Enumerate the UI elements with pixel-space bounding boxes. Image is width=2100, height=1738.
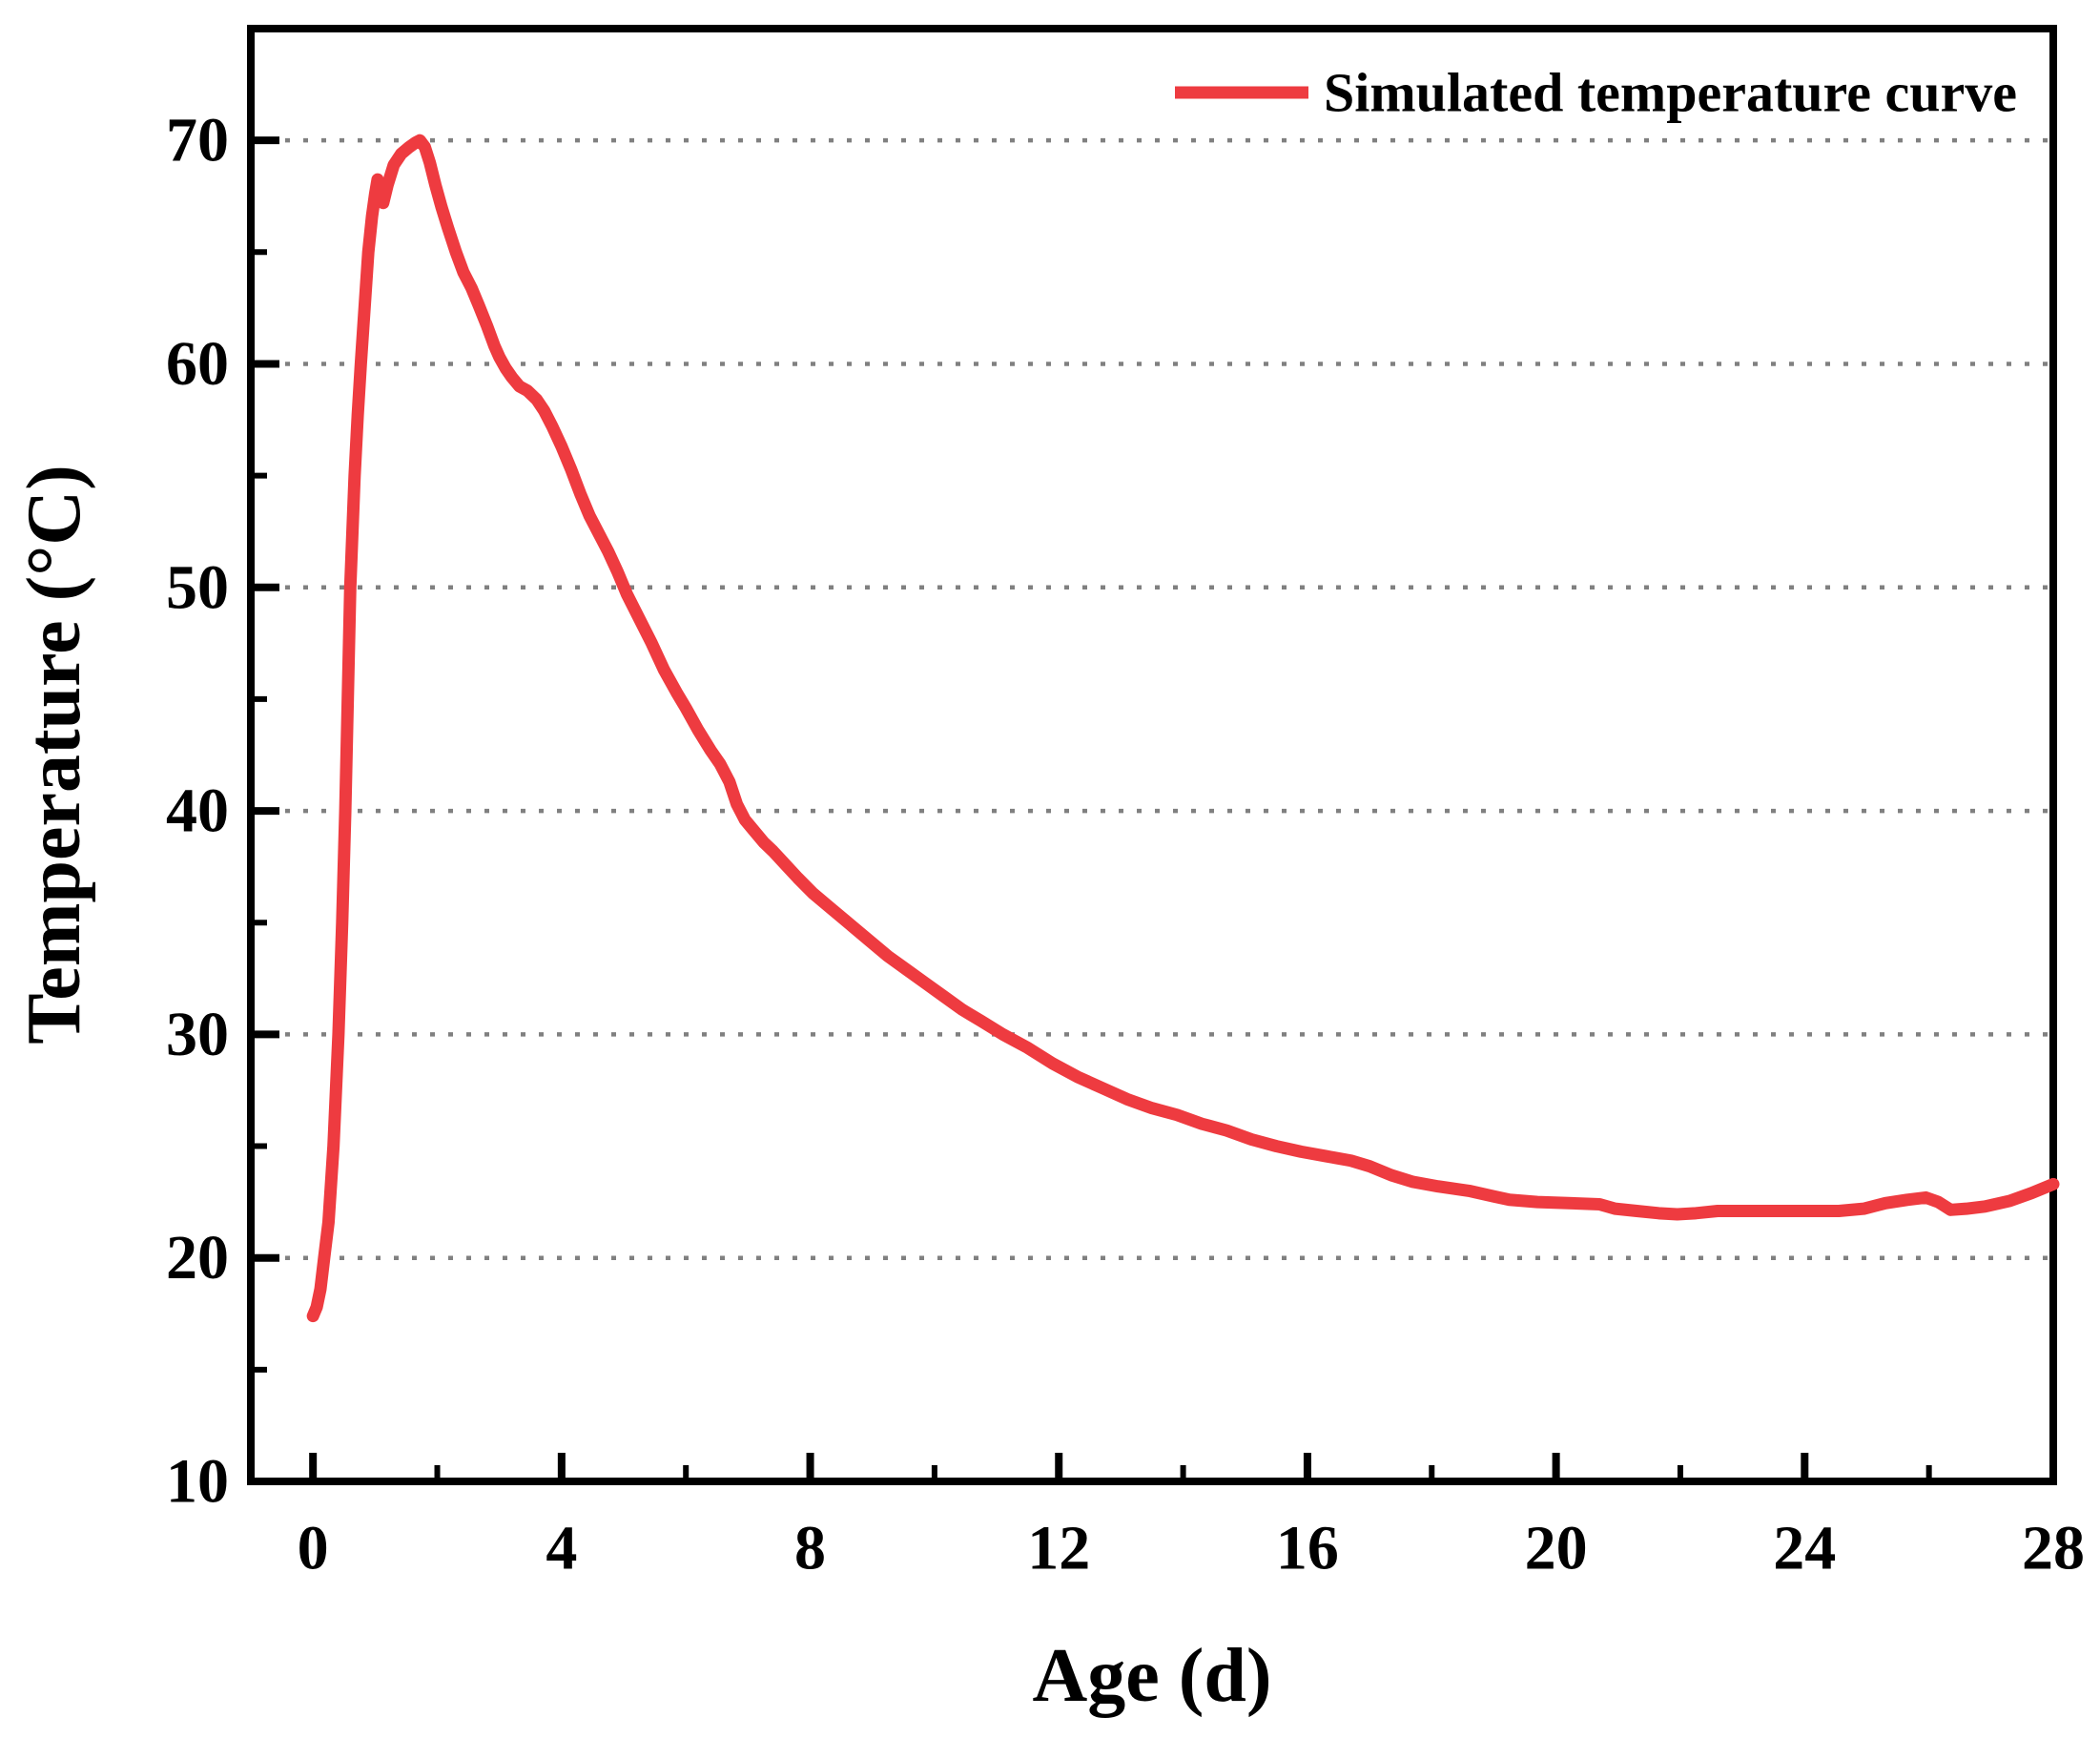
y-tick-label: 20 xyxy=(166,1223,229,1293)
y-tick-label: 60 xyxy=(166,329,229,399)
y-tick-label: 70 xyxy=(166,106,229,176)
x-tick-label: 12 xyxy=(1027,1514,1090,1583)
y-tick-label: 50 xyxy=(166,552,229,622)
y-tick-label: 40 xyxy=(166,776,229,846)
temperature-curve xyxy=(306,134,2060,1323)
tick-labels: 0 4 8 12 16 20 24 28 10 20 30 40 50 60 70 xyxy=(166,106,2085,1583)
x-tick-label: 16 xyxy=(1276,1514,1339,1583)
legend-label: Simulated temperature curve xyxy=(1324,62,2017,124)
x-tick-label: 28 xyxy=(2022,1514,2085,1583)
y-tick-label: 10 xyxy=(166,1447,229,1517)
x-tick-label: 20 xyxy=(1525,1514,1588,1583)
x-axis-title: Age (d) xyxy=(1032,1634,1271,1718)
plot-frame xyxy=(247,25,2057,1485)
gridlines xyxy=(285,137,2048,1260)
y-axis-title: Temperature (°C) xyxy=(12,465,96,1044)
legend: Simulated temperature curve xyxy=(1175,62,2017,124)
x-tick-label: 0 xyxy=(298,1514,329,1583)
y-tick-label: 30 xyxy=(166,1000,229,1069)
x-tick-label: 8 xyxy=(794,1514,826,1583)
x-tick-label: 24 xyxy=(1773,1514,1836,1583)
x-tick-label: 4 xyxy=(546,1514,577,1583)
